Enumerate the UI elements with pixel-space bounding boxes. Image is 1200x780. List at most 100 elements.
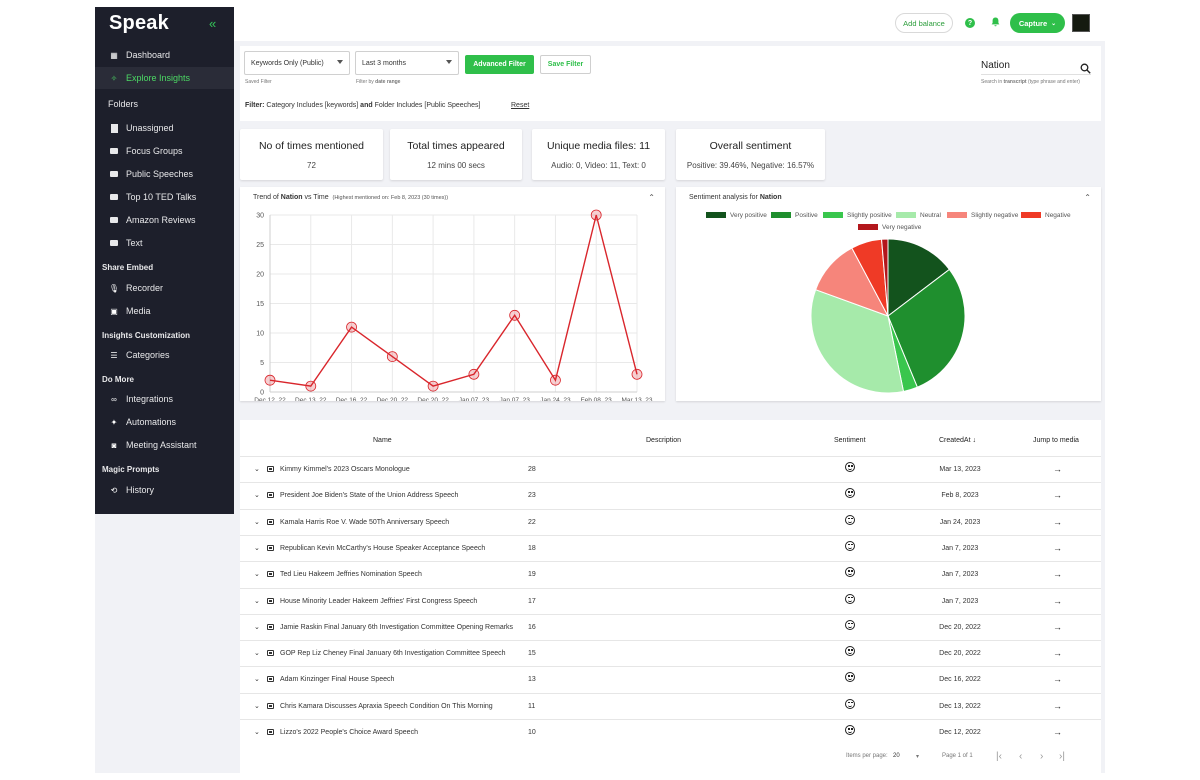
chevron-down-icon[interactable]: ⌄ <box>254 623 260 631</box>
trend-panel: Trend of Nation vs Time (Highest mention… <box>240 187 665 401</box>
avatar[interactable] <box>1072 14 1090 32</box>
table-row[interactable]: ⌄ Republican Kevin McCarthy's House Speak… <box>240 534 1101 561</box>
arrow-right-icon[interactable]: → <box>1053 648 1062 659</box>
search-hint: Search in transcript (type phrase and en… <box>981 79 1080 85</box>
chevron-down-icon: ⌄ <box>1051 20 1057 27</box>
table-row[interactable]: ⌄ Kimmy Kimmel's 2023 Oscars Monologue 28 M… <box>240 456 1101 482</box>
row-name[interactable]: Adam Kinzinger Final House Speech <box>280 676 395 684</box>
add-balance-button[interactable]: Add balance <box>895 13 953 33</box>
sidebar-folder-focus-groups[interactable]: Focus Groups <box>95 140 234 162</box>
date-range-select[interactable]: Last 3 months <box>355 51 459 75</box>
sidebar-item-history[interactable]: ⟲ History <box>95 479 234 501</box>
legend-label: Very negative <box>882 224 922 231</box>
arrow-right-icon[interactable]: → <box>1053 674 1062 685</box>
sidebar-folder-public-speeches[interactable]: Public Speeches <box>95 163 234 185</box>
smiley-icon <box>845 725 855 735</box>
chevron-down-icon[interactable]: ⌄ <box>254 650 260 658</box>
legend-swatch <box>858 224 878 230</box>
row-name[interactable]: Kamala Harris Roe V. Wade 50Th Anniversa… <box>280 518 450 526</box>
arrow-right-icon[interactable]: → <box>1053 569 1062 580</box>
sidebar-item-integrations[interactable]: ∞ Integrations <box>95 388 234 410</box>
capture-button[interactable]: Capture ⌄ <box>1010 13 1065 33</box>
collapse-caret-icon[interactable]: ⌃ <box>648 193 655 202</box>
column-header-createdat[interactable]: CreatedAt ↓ <box>939 437 976 444</box>
data-point <box>427 380 439 392</box>
advanced-filter-button[interactable]: Advanced Filter <box>465 55 534 74</box>
sidebar-item-automations[interactable]: ✦ Automations <box>95 411 234 433</box>
previous-page-icon[interactable]: ‹ <box>1019 751 1023 762</box>
bell-icon[interactable] <box>991 17 1000 27</box>
column-header-jump-to-media[interactable]: Jump to media <box>1033 437 1079 444</box>
reset-link[interactable]: Reset <box>511 102 530 109</box>
sidebar-item-explore-insights[interactable]: ✧ Explore Insights <box>95 67 234 89</box>
save-filter-button[interactable]: Save Filter <box>540 55 591 74</box>
help-icon[interactable]: ? <box>965 18 975 28</box>
chevron-down-icon[interactable]: ⌄ <box>254 597 260 605</box>
row-name[interactable]: President Joe Biden's State of the Union… <box>280 492 459 500</box>
sidebar-item-categories[interactable]: ☰ Categories <box>95 344 234 366</box>
table-row[interactable]: ⌄ Kamala Harris Roe V. Wade 50Th Annivers… <box>240 508 1101 535</box>
next-page-icon[interactable]: › <box>1040 751 1044 762</box>
caret-down-icon[interactable]: ▾ <box>916 754 920 760</box>
trend-title-text: Trend of <box>253 194 281 201</box>
first-page-icon[interactable]: |‹ <box>996 751 1002 762</box>
last-page-icon[interactable]: ›| <box>1059 751 1065 762</box>
table-row[interactable]: ⌄ House Minority Leader Hakeem Jeffries' … <box>240 587 1101 614</box>
sidebar-item-meeting-assistant[interactable]: ◙ Meeting Assistant <box>95 434 234 456</box>
table-row[interactable]: ⌄ Jamie Raskin Final January 6th Investig… <box>240 613 1101 640</box>
row-name[interactable]: Chris Kamara Discusses Apraxia Speech Co… <box>280 702 493 710</box>
arrow-right-icon[interactable]: → <box>1053 490 1062 501</box>
app-logo[interactable]: Speak <box>109 12 169 34</box>
sentiment-title-keyword: Nation <box>759 194 782 201</box>
sidebar-item-dashboard[interactable]: ▦ Dashboard <box>95 44 234 66</box>
collapse-caret-icon[interactable]: ⌃ <box>1084 193 1091 202</box>
arrow-right-icon[interactable]: → <box>1053 700 1062 711</box>
search-input[interactable]: Nation <box>981 60 1010 71</box>
row-name[interactable]: Kimmy Kimmel's 2023 Oscars Monologue <box>280 466 410 473</box>
items-per-page-select[interactable]: 20 <box>893 753 900 759</box>
sidebar-item-label: History <box>126 485 155 495</box>
table-row[interactable]: ⌄ Adam Kinzinger Final House Speech 13 Dec … <box>240 666 1101 692</box>
column-header-sentiment[interactable]: Sentiment <box>834 437 866 444</box>
chevron-down-icon[interactable]: ⌄ <box>254 544 260 552</box>
arrow-right-icon[interactable]: → <box>1053 595 1062 606</box>
data-point <box>386 351 398 363</box>
row-name[interactable]: Ted Lieu Hakeem Jeffries Nomination Spee… <box>280 571 422 579</box>
arrow-right-icon[interactable]: → <box>1053 516 1062 527</box>
table-row[interactable]: ⌄ President Joe Biden's State of the Unio… <box>240 482 1101 508</box>
data-point <box>468 368 480 380</box>
column-header-description[interactable]: Description <box>646 437 682 444</box>
row-name[interactable]: Republican Kevin McCarthy's House Speake… <box>280 544 486 552</box>
arrow-right-icon[interactable]: → <box>1053 464 1062 474</box>
sidebar-folder-text[interactable]: Text <box>95 232 234 254</box>
row-name[interactable]: House Minority Leader Hakeem Jeffries' F… <box>280 597 478 605</box>
sidebar-folder-unassigned[interactable]: Unassigned <box>95 117 234 139</box>
row-name[interactable]: Jamie Raskin Final January 6th Investiga… <box>280 623 514 631</box>
chevron-down-icon[interactable]: ⌄ <box>254 518 260 526</box>
chevron-down-icon[interactable]: ⌄ <box>254 492 260 500</box>
legend-swatch <box>771 212 791 218</box>
sidebar-folder-top-10-ted-talks[interactable]: Top 10 TED Talks <box>95 186 234 208</box>
sidebar-item-recorder[interactable]: 🎙 Recorder <box>95 277 234 299</box>
table-row[interactable]: ⌄ Lizzo's 2022 People's Choice Award Spee… <box>240 719 1101 745</box>
table-row[interactable]: ⌄ Chris Kamara Discusses Apraxia Speech C… <box>240 692 1101 719</box>
sidebar-item-media[interactable]: ▣ Media <box>95 300 234 322</box>
chevron-down-icon[interactable]: ⌄ <box>254 571 260 579</box>
row-name[interactable]: GOP Rep Liz Cheney Final January 6th Inv… <box>280 650 506 658</box>
column-header-name[interactable]: Name <box>373 437 392 444</box>
arrow-right-icon[interactable]: → <box>1053 621 1062 632</box>
arrow-right-icon[interactable]: → <box>1053 727 1062 737</box>
saved-filter-select[interactable]: Keywords Only (Public) <box>244 51 350 75</box>
arrow-right-icon[interactable]: → <box>1053 542 1062 553</box>
row-name[interactable]: Lizzo's 2022 People's Choice Award Speec… <box>280 729 418 736</box>
chevron-down-icon[interactable]: ⌄ <box>254 676 260 684</box>
double-chevron-left-icon[interactable]: « <box>209 16 217 31</box>
search-icon[interactable] <box>1080 61 1091 74</box>
table-row[interactable]: ⌄ Ted Lieu Hakeem Jeffries Nomination Spe… <box>240 561 1101 587</box>
chevron-down-icon[interactable]: ⌄ <box>254 466 260 473</box>
sidebar-folder-amazon-reviews[interactable]: Amazon Reviews <box>95 209 234 231</box>
video-icon <box>267 571 274 578</box>
chevron-down-icon[interactable]: ⌄ <box>254 729 260 736</box>
table-row[interactable]: ⌄ GOP Rep Liz Cheney Final January 6th In… <box>240 640 1101 666</box>
chevron-down-icon[interactable]: ⌄ <box>254 702 260 710</box>
